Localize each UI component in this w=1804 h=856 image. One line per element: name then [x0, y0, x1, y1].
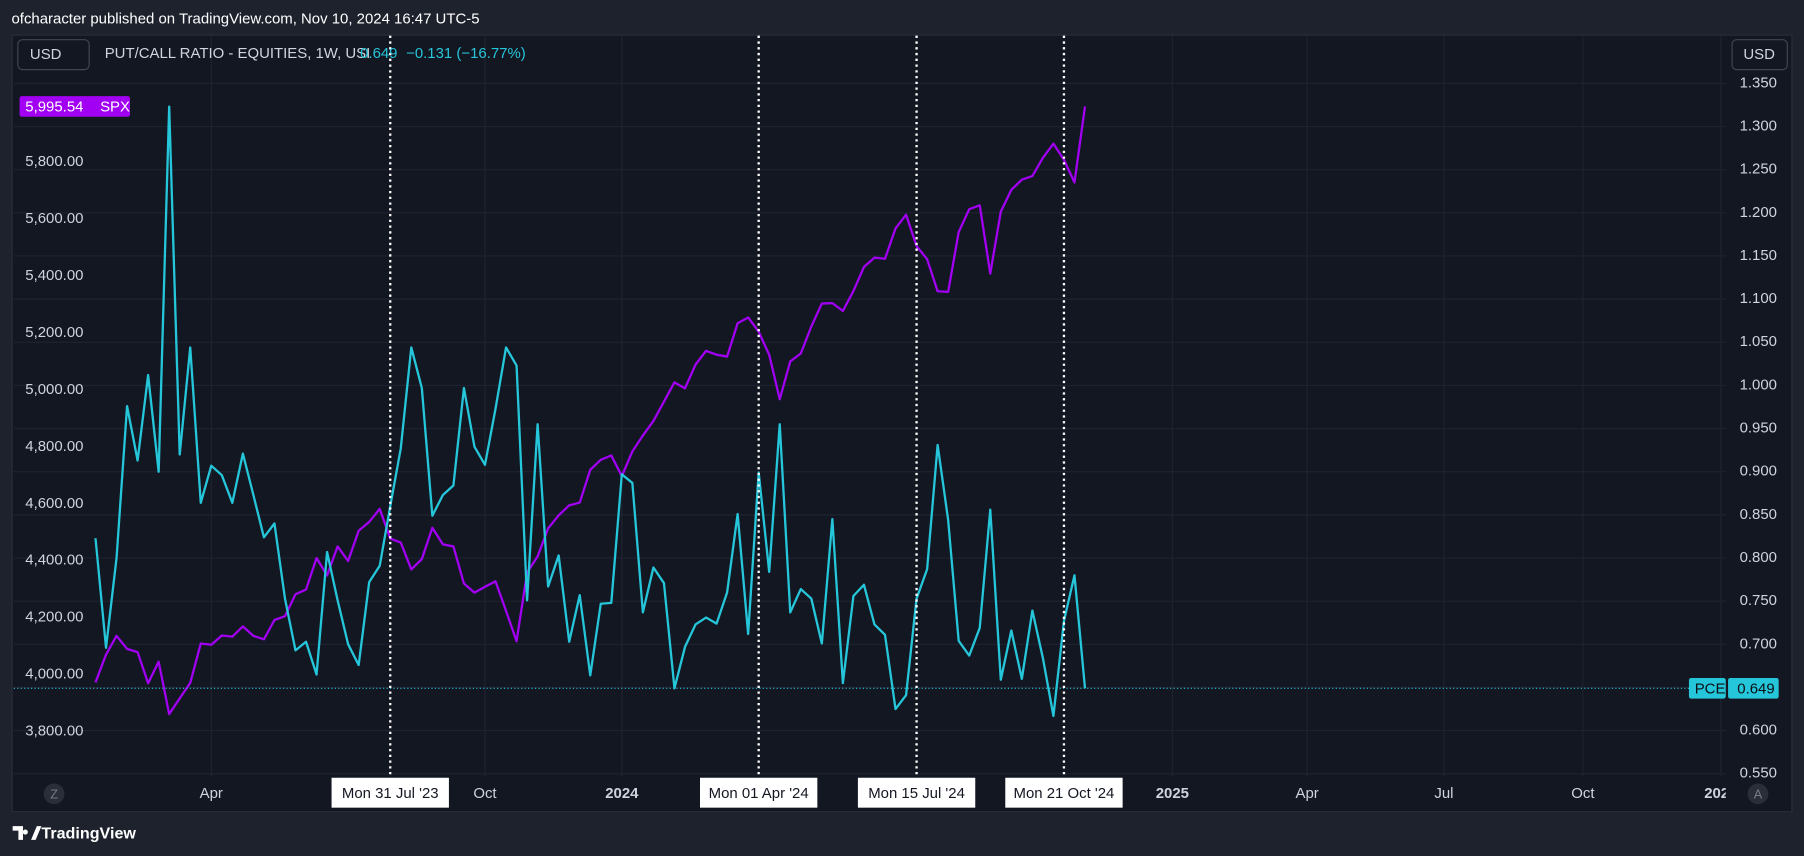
price-label-box — [1728, 677, 1779, 699]
y-tick-label: 5,600.00 — [25, 210, 83, 227]
marker-label: Mon 15 Jul '24 — [868, 785, 965, 802]
y2-tick-label: 1.250 — [1740, 161, 1777, 178]
x-tick-label: Oct — [1571, 785, 1595, 802]
scale-button-label[interactable]: A — [1754, 787, 1763, 801]
y-tick-label: 5,000.00 — [25, 381, 83, 398]
y2-tick-label: 0.950 — [1740, 420, 1777, 437]
y2-tick-label: 1.150 — [1740, 247, 1777, 264]
y2-tick-label: 0.700 — [1740, 635, 1777, 652]
y-tick-label: 5,800.00 — [25, 153, 83, 170]
y2-tick-label: 0.550 — [1740, 765, 1777, 782]
y2-tick-label: 1.000 — [1740, 376, 1777, 393]
scale-button-label[interactable]: Z — [50, 787, 58, 801]
marker-label: Mon 21 Oct '24 — [1014, 785, 1115, 802]
chart-title: PUT/CALL RATIO - EQUITIES, 1W, USI — [105, 45, 371, 62]
x-tick-label: 2024 — [605, 785, 639, 802]
x-tick-label: Jul — [1434, 785, 1453, 802]
y-tick-label: 5,200.00 — [25, 324, 83, 341]
price-label-box — [19, 96, 131, 117]
series-line — [94, 106, 1087, 716]
y2-tick-label: 0.600 — [1740, 722, 1777, 739]
brand-logo — [12, 826, 42, 840]
y2-tick-label: 1.050 — [1740, 333, 1777, 350]
y-tick-label: 4,200.00 — [25, 609, 83, 626]
series-line — [94, 105, 1087, 718]
currency-button[interactable] — [17, 39, 90, 71]
x-axis: Apr Oct 2024 2025 Apr Jul Oct 2026 — [200, 785, 1737, 802]
scale-button[interactable] — [43, 783, 65, 805]
x-tick-label: 2026 — [1704, 785, 1737, 802]
series-name: SPX — [100, 99, 130, 116]
currency-button[interactable] — [1731, 39, 1788, 71]
y2-tick-label: 0.850 — [1740, 506, 1777, 523]
last-value: 0.649 — [360, 45, 397, 62]
chart-panel — [11, 34, 1793, 813]
x-tick-label: 2025 — [1156, 785, 1189, 802]
change-label: −0.131 (−16.77%) — [406, 45, 526, 62]
brand: TradingView — [41, 824, 136, 842]
series-name: PCE — [1695, 680, 1726, 697]
y2-tick-label: 0.750 — [1740, 592, 1777, 609]
y2-tick-label: 0.800 — [1740, 549, 1777, 566]
price-label: 5,995.54 — [25, 99, 83, 116]
y-tick-label: 5,400.00 — [25, 267, 83, 284]
currency[interactable]: USD — [30, 46, 62, 63]
marker-label-box — [700, 777, 818, 808]
x-tick-label: Apr — [1295, 785, 1318, 802]
y2-tick-label: 1.200 — [1740, 204, 1777, 221]
series-name-box — [1688, 677, 1726, 699]
y2-tick-label: 0.900 — [1740, 463, 1777, 480]
y-tick-label: 3,800.00 — [25, 723, 83, 740]
marker-label: Mon 31 Jul '23 — [342, 785, 439, 802]
marker-label-box — [1005, 777, 1123, 808]
y-tick-label: 4,000.00 — [25, 666, 83, 683]
marker-label-box — [857, 777, 976, 808]
price-label: 0.649 — [1737, 680, 1774, 697]
y2-tick-label: 1.300 — [1740, 117, 1777, 134]
scale-button[interactable] — [1747, 783, 1769, 805]
y-tick-label: 4,600.00 — [25, 495, 83, 512]
marker-label: Mon 01 Apr '24 — [709, 785, 809, 802]
x-tick-label: Apr — [200, 785, 223, 802]
y-tick-label: 4,800.00 — [25, 438, 83, 455]
x-tick-label: Oct — [473, 785, 497, 802]
currency[interactable]: USD — [1743, 46, 1775, 63]
y2-tick-label: 1.100 — [1740, 290, 1777, 307]
marker-label-box — [331, 777, 449, 808]
y-tick-label: 4,400.00 — [25, 552, 83, 569]
y2-tick-label: 1.350 — [1740, 74, 1777, 91]
published-note: ofcharacter published on TradingView.com… — [12, 11, 480, 28]
